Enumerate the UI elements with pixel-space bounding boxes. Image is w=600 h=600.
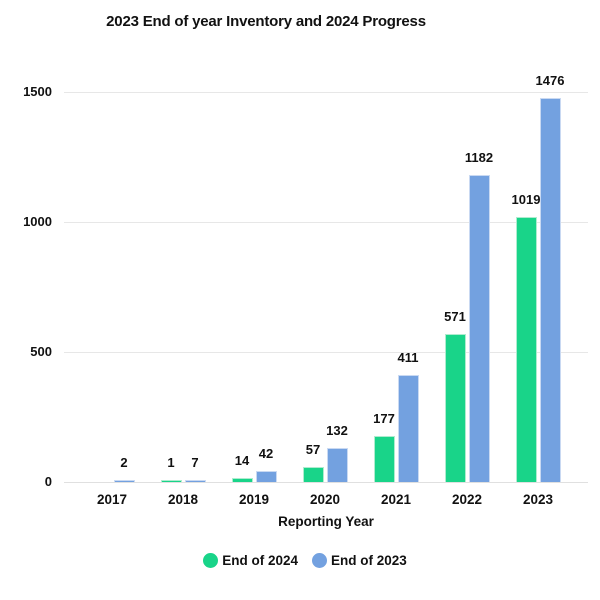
chart-title: 2023 End of year Inventory and 2024 Prog…	[106, 13, 426, 30]
bar-value-label-2018-1: 7	[191, 455, 199, 470]
x-tick-label-2022: 2022	[451, 492, 483, 507]
bar-value-label-2023-1: 1476	[535, 73, 565, 89]
bar-value-label-2022-1: 1182	[464, 149, 494, 165]
bar-end-of-2023-2020	[326, 447, 348, 482]
bar-value-label-2021-0: 177	[373, 410, 395, 426]
bar-value-label-2018-0: 1	[167, 455, 175, 470]
legend-label: End of 2024	[222, 553, 298, 568]
bar-end-of-2023-2023	[539, 98, 561, 482]
bar-end-of-2024-2023	[515, 217, 537, 482]
legend-swatch-icon	[312, 553, 327, 568]
y-tick-label-1000: 1000	[23, 214, 52, 229]
bar-value-label-2019-1: 42	[258, 446, 274, 462]
bar-end-of-2023-2019	[255, 471, 277, 482]
bar-end-of-2024-2019	[231, 478, 253, 482]
y-tick-label-1500: 1500	[23, 84, 52, 99]
x-axis-title: Reporting Year	[278, 514, 374, 529]
bar-end-of-2023-2022	[468, 174, 490, 482]
x-tick-label-2023: 2023	[522, 492, 554, 507]
y-tick-label-0: 0	[44, 474, 52, 489]
bar-value-label-2022-0: 571	[444, 308, 466, 324]
bar-value-label-2019-0: 14	[234, 453, 250, 469]
x-tick-label-2020: 2020	[309, 492, 341, 507]
bar-end-of-2023-2021	[397, 375, 419, 482]
bar-value-label-2021-1: 411	[397, 350, 419, 366]
bar-end-of-2023-2018	[184, 480, 206, 482]
x-tick-label-2018: 2018	[167, 492, 199, 507]
legend-item-end-of-2023: End of 2023	[312, 553, 407, 568]
gridline-0	[64, 482, 588, 483]
bar-value-label-2020-1: 132	[326, 422, 348, 438]
x-tick-label-2017: 2017	[96, 492, 128, 507]
bar-value-label-2017-1: 2	[120, 455, 128, 470]
bar-end-of-2024-2020	[302, 467, 324, 482]
x-tick-label-2021: 2021	[380, 492, 412, 507]
legend-swatch-icon	[203, 553, 219, 568]
gridline-1500	[64, 92, 588, 93]
bar-end-of-2023-2017	[113, 480, 135, 482]
y-tick-label-500: 500	[30, 344, 52, 359]
bar-value-label-2023-0: 1019	[511, 192, 541, 208]
bar-end-of-2024-2022	[444, 333, 466, 482]
bar-value-label-2020-0: 57	[305, 442, 321, 458]
legend-label: End of 2023	[331, 553, 407, 568]
bar-end-of-2024-2021	[373, 435, 395, 482]
x-tick-label-2019: 2019	[238, 492, 270, 507]
gridline-500	[64, 352, 588, 353]
gridline-1000	[64, 222, 588, 223]
bar-end-of-2024-2018	[160, 480, 182, 482]
legend: End of 2024 End of 2023	[0, 553, 600, 568]
legend-item-end-of-2024: End of 2024	[203, 553, 298, 568]
